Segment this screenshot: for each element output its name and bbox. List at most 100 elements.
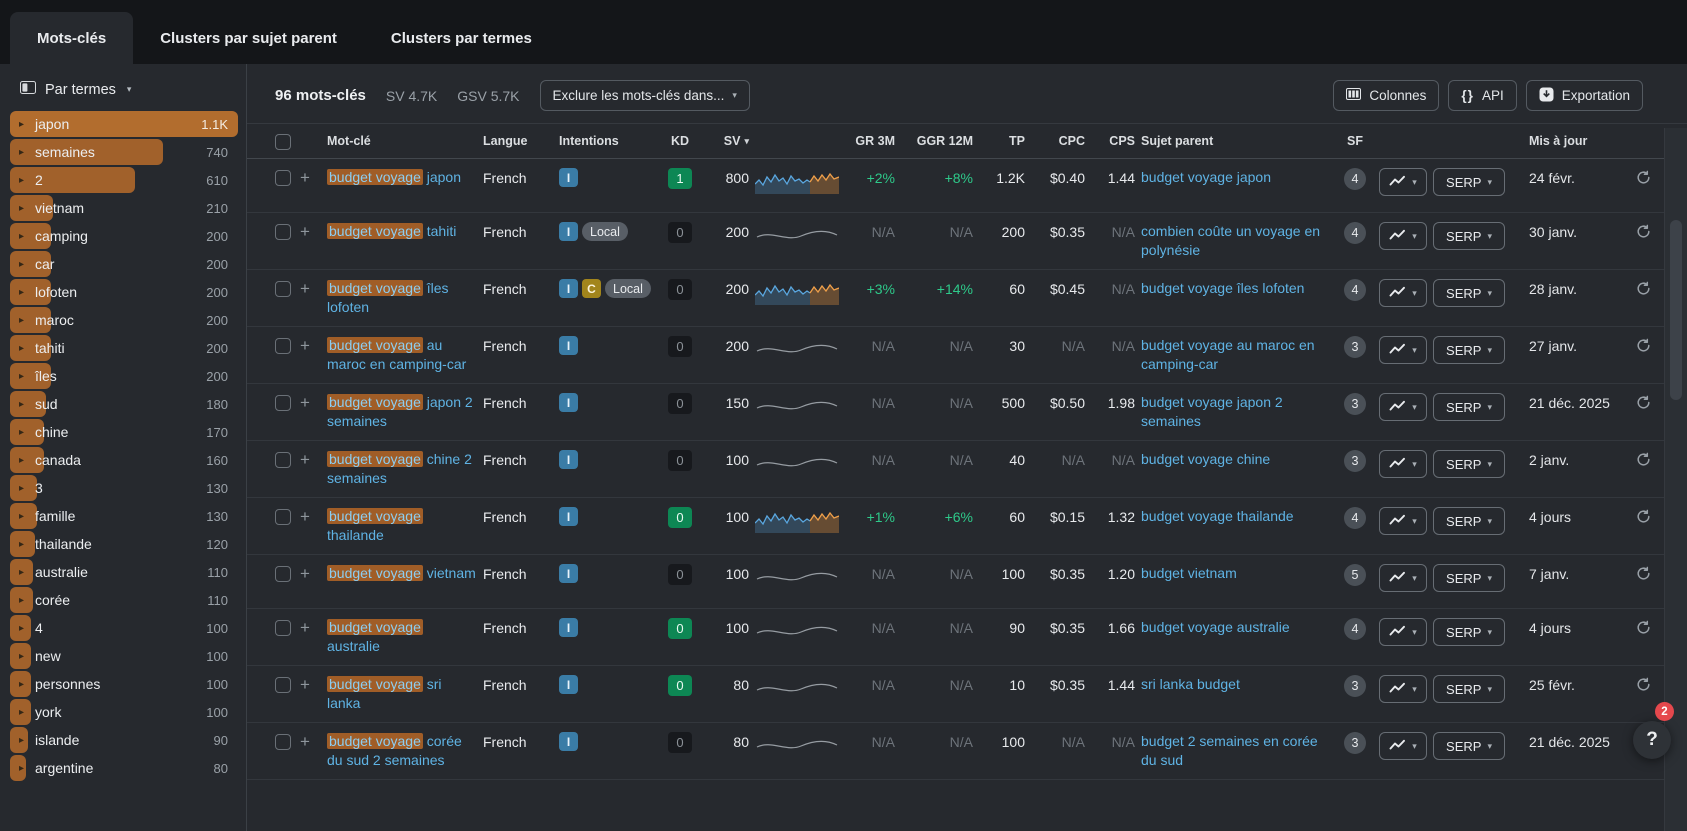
parent-topic-link[interactable]: budget voyage au maroc en camping-car [1141,337,1315,372]
parent-topic-link[interactable]: budget voyage thailande [1141,508,1294,524]
position-history-dropdown[interactable]: ▾ [1379,450,1427,478]
keyword-link[interactable]: budget voyage vietnam [327,564,477,583]
expand-arrow-icon[interactable]: ▸ [19,314,25,326]
expand-arrow-icon[interactable]: ▸ [19,538,25,550]
position-history-dropdown[interactable]: ▾ [1379,507,1427,535]
sidebar-term-item[interactable]: ▸ car 200 [10,251,238,277]
expand-arrow-icon[interactable]: ▸ [19,706,25,718]
sidebar-term-item[interactable]: ▸ 4 100 [10,615,238,641]
position-history-dropdown[interactable]: ▾ [1379,564,1427,592]
keyword-link[interactable]: budget voyage îles lofoten [327,279,477,317]
sidebar-term-item[interactable]: ▸ lofoten 200 [10,279,238,305]
keyword-link[interactable]: budget voyage thailande [327,507,477,545]
refresh-icon[interactable] [1613,338,1653,353]
refresh-icon[interactable] [1613,509,1653,524]
keyword-link[interactable]: budget voyage au maroc en camping-car [327,336,477,374]
keyword-link[interactable]: budget voyage sri lanka [327,675,477,713]
expand-arrow-icon[interactable]: ▸ [19,426,25,438]
keyword-link[interactable]: budget voyage corée du sud 2 semaines [327,732,477,770]
sidebar-term-item[interactable]: ▸ chine 170 [10,419,238,445]
expand-arrow-icon[interactable]: ▸ [19,230,25,242]
add-keyword-icon[interactable]: + [300,336,310,355]
expand-arrow-icon[interactable]: ▸ [19,118,25,130]
column-header-kd[interactable]: KD [670,134,690,148]
sidebar-term-item[interactable]: ▸ corée 110 [10,587,238,613]
column-header-cpc[interactable]: CPC [1058,134,1085,148]
add-keyword-icon[interactable]: + [300,507,310,526]
refresh-icon[interactable] [1613,452,1653,467]
column-header-intents[interactable]: Intentions [559,134,619,148]
add-keyword-icon[interactable]: + [300,393,310,412]
sidebar-term-item[interactable]: ▸ camping 200 [10,223,238,249]
sidebar-term-item[interactable]: ▸ 2 610 [10,167,238,193]
parent-topic-link[interactable]: budget voyage îles lofoten [1141,280,1305,296]
row-checkbox[interactable] [275,509,291,525]
expand-arrow-icon[interactable]: ▸ [19,482,25,494]
position-history-dropdown[interactable]: ▾ [1379,393,1427,421]
parent-topic-link[interactable]: combien coûte un voyage en polynésie [1141,223,1321,258]
sidebar-term-item[interactable]: ▸ york 100 [10,699,238,725]
position-history-dropdown[interactable]: ▾ [1379,336,1427,364]
vertical-scrollbar-thumb[interactable] [1670,220,1682,400]
sidebar-term-item[interactable]: ▸ semaines 740 [10,139,238,165]
refresh-icon[interactable] [1613,566,1653,581]
expand-arrow-icon[interactable]: ▸ [19,258,25,270]
refresh-icon[interactable] [1613,170,1653,185]
row-checkbox[interactable] [275,452,291,468]
refresh-icon[interactable] [1613,281,1653,296]
expand-arrow-icon[interactable]: ▸ [19,342,25,354]
row-checkbox[interactable] [275,566,291,582]
expand-arrow-icon[interactable]: ▸ [19,622,25,634]
add-keyword-icon[interactable]: + [300,222,310,241]
column-header-keyword[interactable]: Mot-clé [327,134,371,148]
serp-dropdown[interactable]: SERP ▾ [1433,450,1505,478]
position-history-dropdown[interactable]: ▾ [1379,618,1427,646]
parent-topic-link[interactable]: budget voyage australie [1141,619,1290,635]
keyword-link[interactable]: budget voyage tahiti [327,222,477,241]
position-history-dropdown[interactable]: ▾ [1379,279,1427,307]
sidebar-term-item[interactable]: ▸ canada 160 [10,447,238,473]
parent-topic-link[interactable]: budget voyage japon [1141,169,1271,185]
api-button[interactable]: {} API [1448,80,1517,111]
help-button[interactable]: ? [1633,721,1671,759]
column-header-language[interactable]: Langue [483,134,528,148]
add-keyword-icon[interactable]: + [300,168,310,187]
column-header-sv[interactable]: SV ▾ [701,134,749,148]
row-checkbox[interactable] [275,620,291,636]
sidebar-term-item[interactable]: ▸ argentine 80 [10,755,238,781]
keyword-link[interactable]: budget voyage chine 2 semaines [327,450,477,488]
position-history-dropdown[interactable]: ▾ [1379,732,1427,760]
add-keyword-icon[interactable]: + [300,732,310,751]
parent-topic-link[interactable]: budget voyage japon 2 semaines [1141,394,1283,429]
column-header-cps[interactable]: CPS [1109,134,1135,148]
row-checkbox[interactable] [275,734,291,750]
row-checkbox[interactable] [275,677,291,693]
expand-arrow-icon[interactable]: ▸ [19,146,25,158]
row-checkbox[interactable] [275,281,291,297]
row-checkbox[interactable] [275,224,291,240]
expand-arrow-icon[interactable]: ▸ [19,762,25,774]
serp-dropdown[interactable]: SERP ▾ [1433,732,1505,760]
vertical-scrollbar-track[interactable] [1664,128,1687,831]
exclude-keywords-dropdown[interactable]: Exclure les mots-clés dans... ▾ [539,80,750,111]
expand-arrow-icon[interactable]: ▸ [19,566,25,578]
tab-mots-cl-s[interactable]: Mots-clés [10,12,134,64]
sidebar-term-item[interactable]: ▸ personnes 100 [10,671,238,697]
expand-arrow-icon[interactable]: ▸ [19,286,25,298]
position-history-dropdown[interactable]: ▾ [1379,222,1427,250]
serp-dropdown[interactable]: SERP ▾ [1433,675,1505,703]
serp-dropdown[interactable]: SERP ▾ [1433,279,1505,307]
column-header-tp[interactable]: TP [1009,134,1025,148]
expand-arrow-icon[interactable]: ▸ [19,650,25,662]
sidebar-term-item[interactable]: ▸ tahiti 200 [10,335,238,361]
row-checkbox[interactable] [275,395,291,411]
row-checkbox[interactable] [275,338,291,354]
add-keyword-icon[interactable]: + [300,450,310,469]
position-history-dropdown[interactable]: ▾ [1379,675,1427,703]
expand-arrow-icon[interactable]: ▸ [19,454,25,466]
column-header-sf[interactable]: SF [1347,134,1363,148]
sidebar-term-item[interactable]: ▸ îles 200 [10,363,238,389]
keyword-link[interactable]: budget voyage japon [327,168,477,187]
sidebar-term-item[interactable]: ▸ famille 130 [10,503,238,529]
add-keyword-icon[interactable]: + [300,564,310,583]
